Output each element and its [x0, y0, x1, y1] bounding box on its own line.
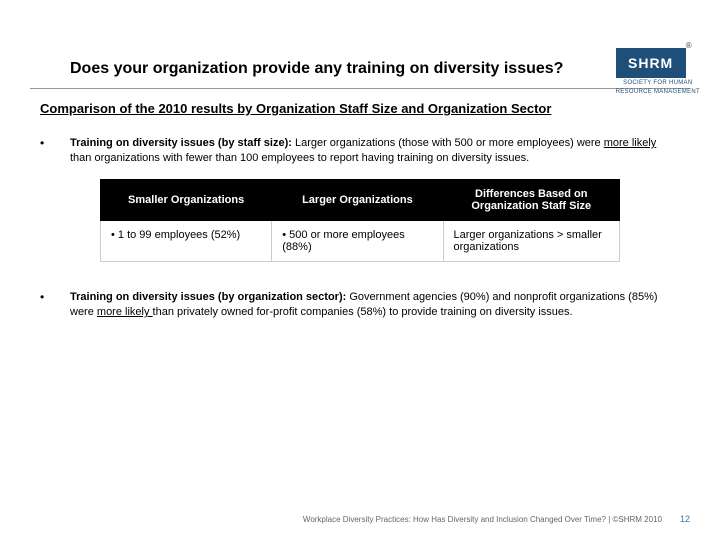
bullet-2: • Training on diversity issues (by organ… [40, 290, 680, 321]
table-header-3: Differences Based on Organization Staff … [443, 179, 619, 220]
table-header-2: Larger Organizations [272, 179, 443, 220]
registered-icon: ® [686, 41, 693, 50]
comparison-table: Smaller Organizations Larger Organizatio… [100, 179, 620, 262]
bullet-2-lead: Training on diversity issues (by organiz… [70, 291, 349, 303]
table-cell-3: Larger organizations > smaller organizat… [443, 220, 619, 261]
logo-subtitle-1: SOCIETY FOR HUMAN [616, 80, 700, 87]
table-cell-2: • 500 or more employees (88%) [272, 220, 443, 261]
bullet-icon: • [40, 136, 46, 167]
table-row: • 1 to 99 employees (52%) • 500 or more … [101, 220, 620, 261]
bullet-1: • Training on diversity issues (by staff… [40, 136, 680, 167]
bullet-2-text: Training on diversity issues (by organiz… [70, 290, 680, 321]
bullet-2-t2: than privately owned for-profit companie… [153, 306, 573, 318]
logo: SHRM ® SOCIETY FOR HUMAN RESOURCE MANAGE… [616, 48, 700, 95]
bullet-2-ul: more likely [97, 306, 153, 318]
footer-text: Workplace Diversity Practices: How Has D… [303, 515, 662, 524]
table-header-1: Smaller Organizations [101, 179, 272, 220]
header: Does your organization provide any train… [30, 0, 690, 89]
footer: Workplace Diversity Practices: How Has D… [303, 514, 690, 524]
table-cell-1: • 1 to 99 employees (52%) [101, 220, 272, 261]
page-title: Does your organization provide any train… [70, 60, 650, 78]
bullet-1-lead: Training on diversity issues (by staff s… [70, 137, 295, 149]
bullet-1-ul: more likely [604, 137, 657, 149]
logo-subtitle-2: RESOURCE MANAGEMENT [616, 89, 700, 96]
subheading: Comparison of the 2010 results by Organi… [40, 101, 680, 116]
logo-text: SHRM [628, 55, 673, 71]
bullet-1-text: Training on diversity issues (by staff s… [70, 136, 680, 167]
bullet-icon: • [40, 290, 46, 321]
logo-box: SHRM ® [616, 48, 686, 78]
bullet-1-t2: than organizations with fewer than 100 e… [70, 152, 529, 164]
page-number: 12 [680, 514, 690, 524]
content: Comparison of the 2010 results by Organi… [0, 89, 720, 321]
bullet-1-t1: Larger organizations (those with 500 or … [295, 137, 604, 149]
